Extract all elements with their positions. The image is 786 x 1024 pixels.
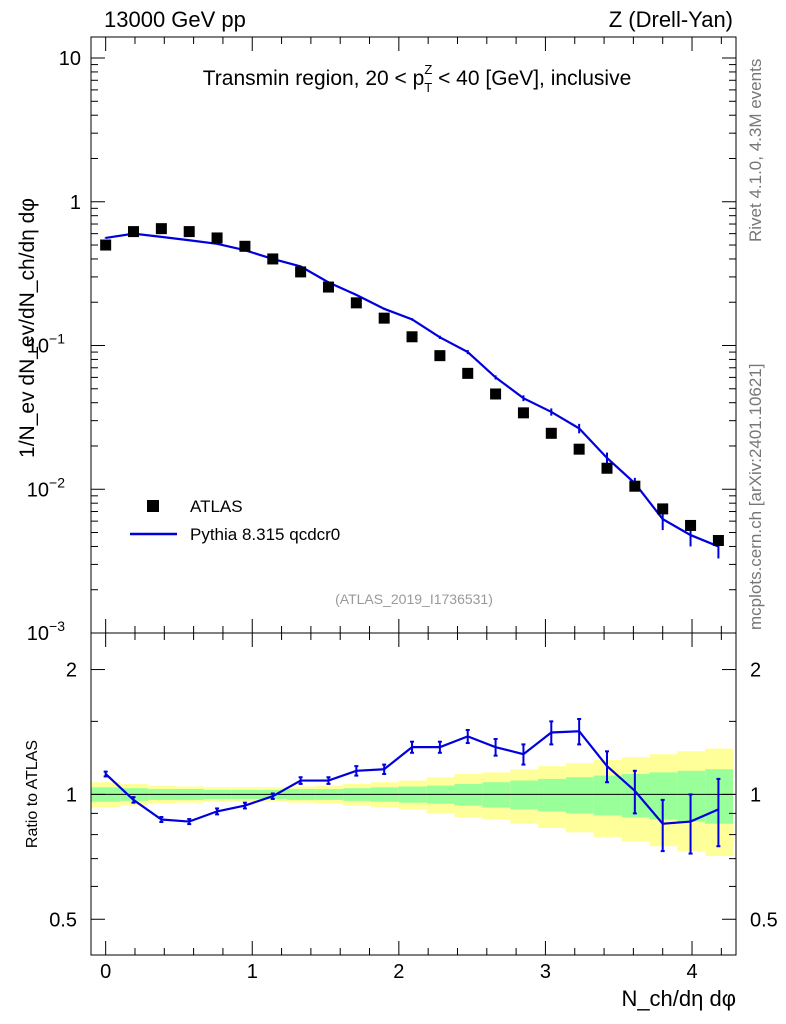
- analysis-watermark: (ATLAS_2019_I1736531): [335, 591, 493, 607]
- ratio-xtick-label: 4: [686, 961, 697, 983]
- ratio-xtick-label: 3: [540, 961, 551, 983]
- legend: ATLAS Pythia 8.315 qcdcr0: [130, 497, 340, 544]
- ratio-axes: 2 2 1 1 0.5 0.5 0 1 2 3 4: [49, 633, 778, 983]
- atlas-point: [295, 266, 307, 278]
- main-ytick-base: 10: [27, 479, 49, 501]
- mcplots-reference-label: mcplots.cern.ch [arXiv:2401.10621]: [746, 364, 765, 630]
- main-ytick-exponent: −2: [49, 474, 65, 490]
- title-prefix: Transmin region, 20 < p: [203, 67, 425, 90]
- legend-pythia-label: Pythia 8.315 qcdcr0: [190, 525, 340, 544]
- atlas-point: [406, 331, 418, 343]
- atlas-point: [183, 226, 195, 238]
- main-ytick-label: 1: [70, 192, 81, 214]
- main-ytick-base: 10: [27, 336, 49, 358]
- ratio-ytick-label-right: 1: [750, 784, 761, 806]
- main-ylabel: 1/N_ev dN_ev/dN_ch/dη dφ: [16, 198, 39, 458]
- atlas-point: [462, 367, 474, 379]
- title-superscript: Z: [424, 62, 432, 77]
- atlas-point: [545, 427, 557, 439]
- header-process-label: Z (Drell-Yan): [609, 7, 733, 32]
- atlas-point: [657, 503, 669, 515]
- main-ytick-base: 1: [70, 192, 81, 214]
- main-ytick-exponent: −3: [49, 618, 65, 634]
- ratio-xtick-label: 2: [393, 961, 404, 983]
- atlas-point: [434, 350, 446, 362]
- ratio-xtick-label: 0: [100, 961, 111, 983]
- atlas-point: [573, 443, 585, 455]
- ratio-ytick-label-right: 0.5: [750, 909, 778, 931]
- ratio-panel: 2 2 1 1 0.5 0.5 0 1 2 3 4 Ratio to ATLAS N_ch/dη d…: [24, 632, 778, 1011]
- atlas-point: [211, 232, 223, 244]
- atlas-point: [685, 519, 697, 531]
- atlas-point: [128, 226, 140, 238]
- legend-atlas-marker: [147, 500, 159, 512]
- ratio-band-layer: [91, 748, 734, 857]
- ratio-ylabel: Ratio to ATLAS: [24, 740, 41, 848]
- main-title: Transmin region, 20 < pZ T < 40 [GeV], in…: [203, 62, 632, 95]
- main-ytick-label: 10: [59, 48, 81, 70]
- atlas-point: [629, 480, 641, 492]
- main-ytick-base: 10: [59, 48, 81, 70]
- ratio-xtick-label: 1: [247, 961, 258, 983]
- ratio-data-layer: [103, 717, 721, 855]
- title-subscript: T: [424, 80, 432, 95]
- main-ytick-label: 10−1: [27, 331, 65, 358]
- atlas-point: [239, 240, 251, 252]
- atlas-point: [322, 281, 334, 293]
- atlas-point: [517, 407, 529, 419]
- ratio-band-inner: [538, 778, 566, 812]
- ratio-ytick-label-right: 2: [750, 660, 761, 682]
- title-suffix: < 40 [GeV], inclusive: [432, 67, 631, 90]
- atlas-point: [712, 535, 724, 547]
- atlas-point: [378, 312, 390, 324]
- x-axis-label: N_ch/dη dφ: [621, 986, 736, 1011]
- atlas-point: [100, 239, 112, 251]
- atlas-point: [155, 223, 167, 235]
- main-ytick-exponent: −1: [49, 331, 65, 347]
- rivet-version-label: Rivet 4.1.0, 4.3M events: [746, 59, 765, 242]
- main-data-layer: [100, 223, 724, 559]
- atlas-point: [601, 462, 613, 474]
- atlas-point: [267, 253, 279, 265]
- atlas-point: [350, 297, 362, 309]
- ratio-band-inner: [565, 777, 594, 814]
- atlas-point: [490, 388, 502, 400]
- legend-atlas-label: ATLAS: [190, 497, 243, 516]
- ratio-ytick-label: 1: [66, 784, 77, 806]
- ratio-band-inner: [510, 780, 539, 810]
- ratio-ytick-label: 2: [66, 660, 77, 682]
- main-ytick-label: 10−3: [27, 618, 65, 645]
- main-ytick-base: 10: [27, 623, 49, 645]
- ratio-ytick-label: 0.5: [49, 909, 77, 931]
- header-energy-label: 13000 GeV pp: [104, 7, 246, 32]
- main-ytick-label: 10−2: [27, 474, 65, 501]
